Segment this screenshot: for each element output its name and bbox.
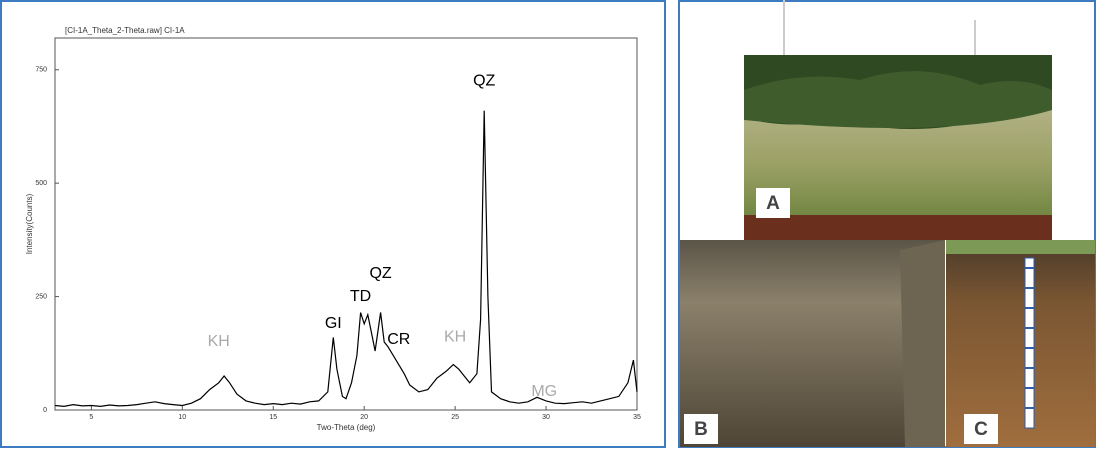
peak-label: KH <box>208 333 230 350</box>
chart-panel <box>0 0 666 448</box>
x-axis-label: Two-Theta (deg) <box>317 423 376 432</box>
x-tick-label: 20 <box>360 414 368 421</box>
x-tick-label: 25 <box>451 414 459 421</box>
peak-label: QZ <box>369 265 391 282</box>
peak-label: QZ <box>473 72 495 89</box>
y-tick-label: 250 <box>35 293 47 300</box>
x-tick-label: 30 <box>542 414 550 421</box>
y-axis-label: Intensity(Counts) <box>25 193 34 254</box>
x-tick-label: 5 <box>89 414 93 421</box>
peak-label: KH <box>444 329 466 346</box>
label-box <box>684 414 718 444</box>
photo-label: C <box>974 419 988 440</box>
peak-label: CR <box>387 331 410 348</box>
plot-frame <box>54 37 638 411</box>
photo-b <box>680 240 945 447</box>
peak-label: TD <box>350 288 371 305</box>
label-box <box>756 188 790 218</box>
chart-title: [CI-1A_Theta_2-Theta.raw] CI-1A <box>65 26 185 35</box>
peak-label: GI <box>325 315 342 332</box>
y-tick-label: 500 <box>35 180 47 187</box>
y-tick-label: 750 <box>35 67 47 74</box>
y-tick-label: 0 <box>43 407 47 414</box>
label-box <box>964 414 998 444</box>
peak-label: MG <box>531 383 557 400</box>
photo-c <box>946 240 1095 447</box>
photo-label: B <box>694 419 708 440</box>
photo-label: A <box>766 193 780 214</box>
photo-a <box>744 0 1052 240</box>
x-tick-label: 15 <box>269 414 277 421</box>
data-line <box>54 110 638 408</box>
x-tick-label: 10 <box>178 414 186 421</box>
x-tick-label: 35 <box>633 414 641 421</box>
